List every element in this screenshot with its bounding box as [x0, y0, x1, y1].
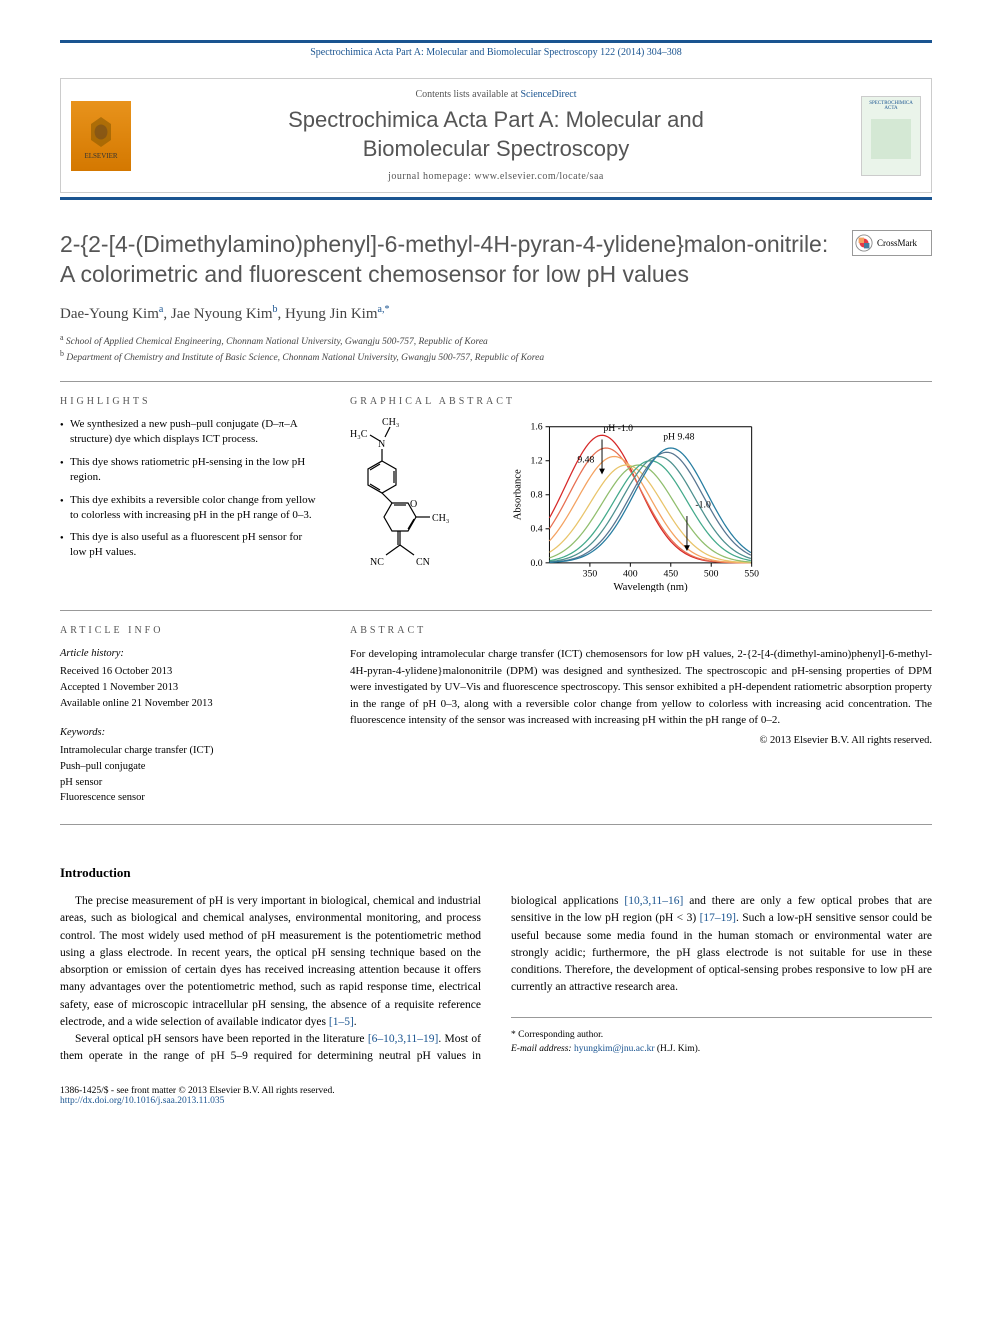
crossmark-icon [855, 234, 873, 252]
svg-text:Wavelength (nm): Wavelength (nm) [613, 581, 688, 592]
svg-text:0.8: 0.8 [530, 490, 542, 501]
header-rule-bottom [60, 197, 932, 200]
citation-link[interactable]: [10,3,11–16] [624, 895, 683, 907]
introduction-body: The precise measurement of pH is very im… [60, 893, 932, 1066]
highlight-item: This dye shows ratiometric pH-sensing in… [60, 455, 320, 485]
journal-homepage: journal homepage: www.elsevier.com/locat… [131, 171, 861, 182]
intro-text: The precise measurement of pH is very im… [60, 895, 481, 993]
svg-text:350: 350 [583, 569, 598, 580]
article-title: 2-{2-[4-(Dimethylamino)phenyl]-6-methyl-… [60, 230, 842, 290]
svg-text:550: 550 [744, 569, 759, 580]
highlight-item: We synthesized a new push–pull conjugate… [60, 417, 320, 447]
svg-text:CN: CN [416, 557, 430, 568]
graphical-abstract-label: GRAPHICAL ABSTRACT [350, 396, 932, 407]
keyword: Push–pull conjugate [60, 759, 320, 775]
abstract-text: For developing intramolecular charge tra… [350, 646, 932, 729]
header-rule-top [60, 40, 932, 43]
author: Jae Nyoung Kim [171, 306, 273, 322]
abstract-label: ABSTRACT [350, 625, 932, 636]
divider [60, 824, 932, 825]
citation-link[interactable]: [6–10,3,11–19] [368, 1033, 438, 1045]
article-info: Article history: Received 16 October 201… [60, 646, 320, 806]
online-date: Available online 21 November 2013 [60, 696, 320, 712]
author: Dae-Young Kim [60, 306, 159, 322]
accepted-date: Accepted 1 November 2013 [60, 680, 320, 696]
absorbance-spectrum-chart: 350 400 450 500 550 0.0 0.4 0.8 1.2 1.6 Wavelength… [505, 417, 765, 592]
keyword: Fluorescence sensor [60, 790, 320, 806]
sciencedirect-link[interactable]: ScienceDirect [520, 89, 576, 100]
svg-text:0.4: 0.4 [530, 524, 542, 535]
svg-text:1.6: 1.6 [530, 422, 542, 433]
highlight-item: This dye is also useful as a fluorescent… [60, 530, 320, 560]
affiliation-a: a School of Applied Chemical Engineering… [60, 333, 932, 347]
introduction-heading: Introduction [60, 865, 932, 881]
svg-text:500: 500 [704, 569, 719, 580]
footer-notes: * Corresponding author. E-mail address: … [511, 1028, 932, 1057]
svg-text:450: 450 [663, 569, 678, 580]
elsevier-logo: ELSEVIER [71, 101, 131, 171]
affiliation-b: b Department of Chemistry and Institute … [60, 349, 932, 363]
journal-header-box: ELSEVIER Contents lists available at Sci… [60, 78, 932, 193]
svg-text:Absorbance: Absorbance [511, 469, 523, 520]
svg-text:9.48: 9.48 [577, 455, 594, 466]
footnote-divider [511, 1017, 932, 1018]
svg-text:CH₃: CH₃ [382, 417, 399, 428]
svg-text:H₃C: H₃C [350, 429, 368, 440]
svg-text:CH₃: CH₃ [432, 513, 449, 524]
authors-list: Dae-Young Kima, Jae Nyoung Kimb, Hyung J… [60, 304, 932, 323]
graphical-abstract: H₃C CH₃ N O [350, 417, 932, 592]
page-footer: 1386-1425/$ - see front matter © 2013 El… [60, 1086, 932, 1106]
divider [60, 381, 932, 382]
highlights-list: We synthesized a new push–pull conjugate… [60, 417, 320, 560]
contents-available: Contents lists available at ScienceDirec… [131, 89, 861, 100]
keyword: pH sensor [60, 775, 320, 791]
svg-text:1.2: 1.2 [530, 456, 542, 467]
svg-text:NC: NC [370, 557, 384, 568]
svg-text:pH -1.0: pH -1.0 [603, 423, 633, 434]
svg-text:O: O [410, 499, 417, 510]
article-info-label: ARTICLE INFO [60, 625, 320, 636]
header-center: Contents lists available at ScienceDirec… [131, 89, 861, 182]
divider [60, 610, 932, 611]
highlights-label: HIGHLIGHTS [60, 396, 320, 407]
journal-name: Spectrochimica Acta Part A: Molecular an… [131, 106, 861, 163]
journal-cover-thumbnail: SPECTROCHIMICA ACTA [861, 96, 921, 176]
doi-link[interactable]: http://dx.doi.org/10.1016/j.saa.2013.11.… [60, 1096, 224, 1106]
corresponding-note: * Corresponding author. [511, 1028, 932, 1042]
svg-text:-1.0: -1.0 [695, 500, 711, 511]
email-link[interactable]: hyungkim@jnu.ac.kr [574, 1044, 655, 1054]
keywords-label: Keywords: [60, 725, 320, 741]
highlight-item: This dye exhibits a reversible color cha… [60, 493, 320, 523]
author: Hyung Jin Kim [285, 306, 378, 322]
received-date: Received 16 October 2013 [60, 664, 320, 680]
history-label: Article history: [60, 646, 320, 662]
svg-text:N: N [378, 439, 385, 450]
svg-text:0.0: 0.0 [530, 558, 542, 569]
footer-copyright: 1386-1425/$ - see front matter © 2013 El… [60, 1086, 335, 1096]
keyword: Intramolecular charge transfer (ICT) [60, 743, 320, 759]
molecule-structure: H₃C CH₃ N O [350, 417, 490, 572]
journal-reference: Spectrochimica Acta Part A: Molecular an… [60, 47, 932, 58]
svg-text:pH 9.48: pH 9.48 [663, 432, 694, 443]
citation-link[interactable]: [17–19] [700, 912, 736, 924]
citation-link[interactable]: [1–5] [329, 1016, 354, 1028]
crossmark-badge[interactable]: CrossMark [852, 230, 932, 256]
abstract-copyright: © 2013 Elsevier B.V. All rights reserved… [350, 735, 932, 746]
svg-text:400: 400 [623, 569, 638, 580]
